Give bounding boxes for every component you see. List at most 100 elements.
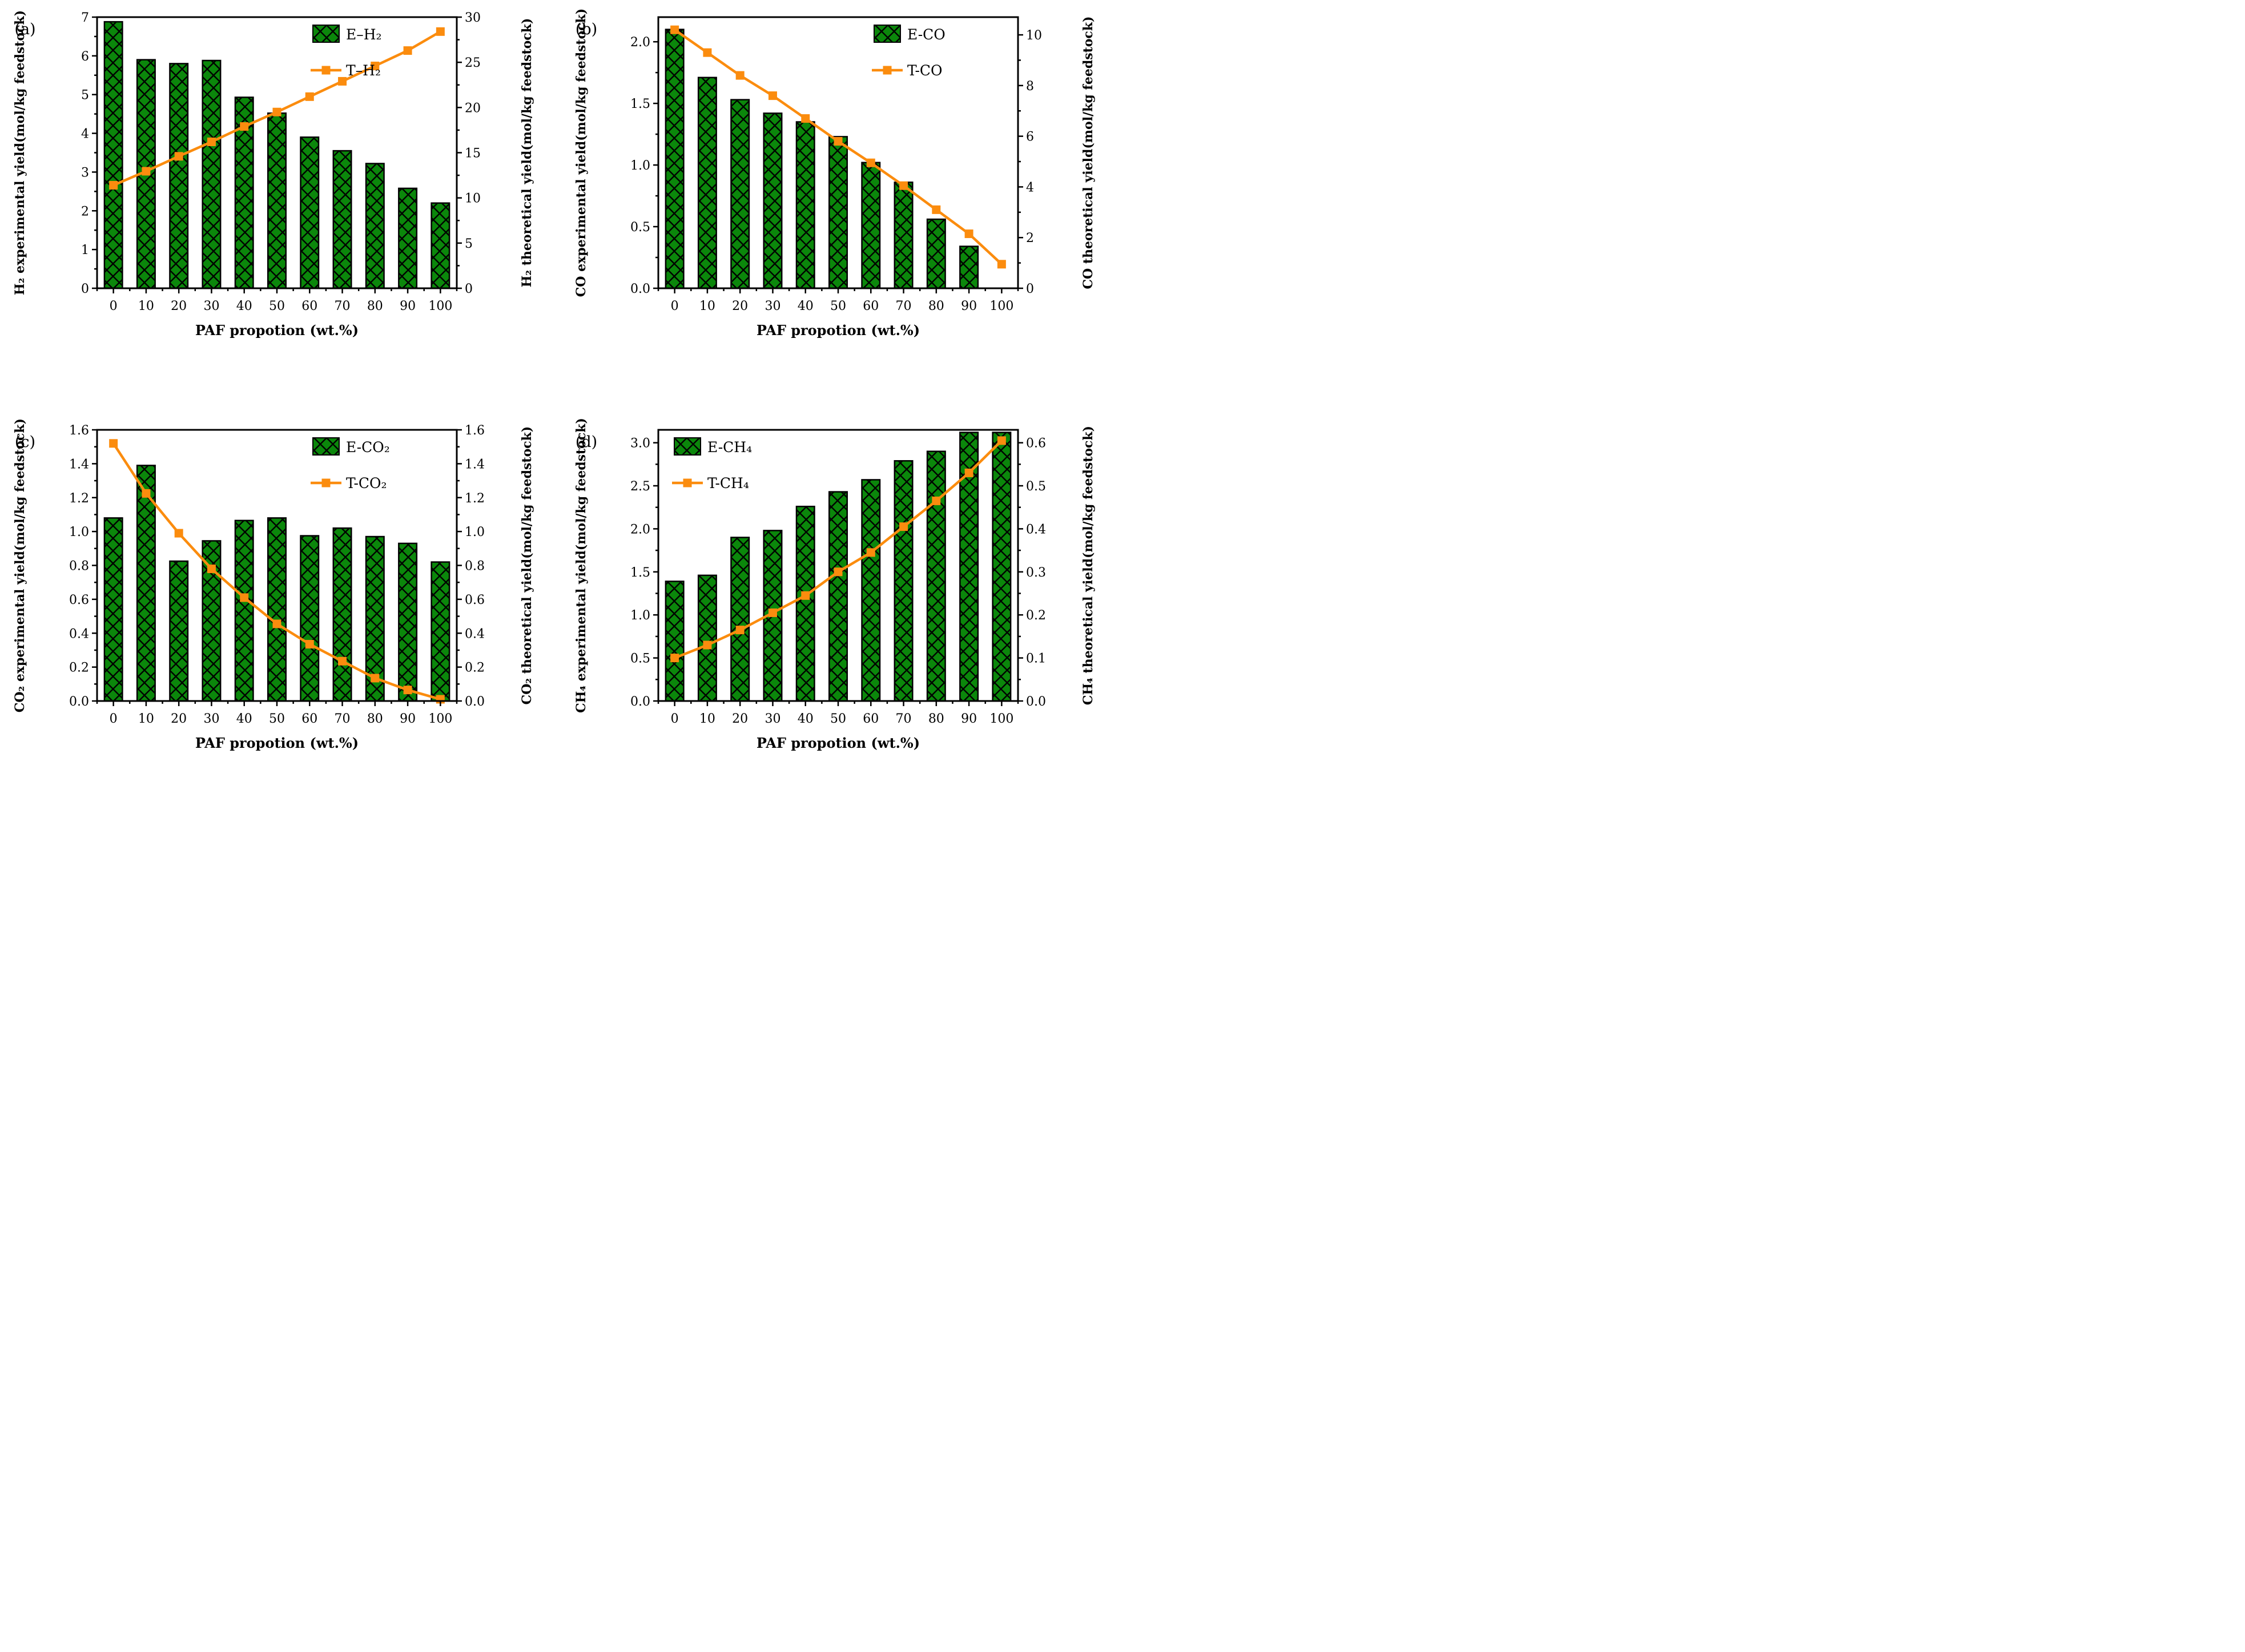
bar-a-60 bbox=[300, 136, 320, 289]
svg-text:90: 90 bbox=[400, 712, 416, 726]
svg-text:1.4: 1.4 bbox=[69, 457, 89, 472]
svg-text:6: 6 bbox=[81, 50, 89, 64]
svg-text:8: 8 bbox=[1026, 79, 1034, 94]
legend-label-line: T-CO₂ bbox=[346, 475, 387, 491]
marker-c-60 bbox=[305, 640, 314, 649]
svg-text:2.0: 2.0 bbox=[630, 522, 650, 537]
svg-text:1.0: 1.0 bbox=[465, 525, 485, 539]
marker-b-80 bbox=[932, 205, 941, 214]
marker-b-90 bbox=[964, 229, 973, 239]
bar-d-20 bbox=[730, 537, 750, 702]
marker-b-10 bbox=[703, 48, 712, 57]
svg-text:50: 50 bbox=[830, 299, 846, 313]
bar-d-0 bbox=[665, 581, 685, 702]
svg-text:6: 6 bbox=[1026, 130, 1034, 144]
bar-b-50 bbox=[828, 136, 848, 289]
svg-text:0.6: 0.6 bbox=[1026, 437, 1046, 451]
svg-text:0.8: 0.8 bbox=[465, 559, 485, 574]
bar-a-30 bbox=[202, 59, 222, 289]
bar-b-40 bbox=[795, 121, 815, 289]
marker-b-20 bbox=[735, 71, 745, 80]
svg-text:1.0: 1.0 bbox=[630, 159, 650, 173]
svg-text:70: 70 bbox=[896, 299, 912, 313]
svg-text:60: 60 bbox=[863, 712, 879, 726]
bar-a-70 bbox=[332, 150, 352, 289]
svg-text:1.0: 1.0 bbox=[69, 525, 89, 539]
bar-a-80 bbox=[365, 163, 385, 289]
svg-text:80: 80 bbox=[928, 712, 944, 726]
marker-a-60 bbox=[305, 92, 314, 101]
svg-text:0.5: 0.5 bbox=[630, 220, 650, 235]
svg-text:90: 90 bbox=[961, 712, 977, 726]
bar-b-30 bbox=[763, 112, 783, 289]
legend-marker-T-CH₄ bbox=[683, 478, 692, 487]
svg-text:5: 5 bbox=[81, 88, 89, 103]
svg-text:20: 20 bbox=[171, 299, 187, 313]
bar-d-50 bbox=[828, 491, 848, 702]
svg-text:0: 0 bbox=[110, 299, 118, 313]
svg-text:90: 90 bbox=[961, 299, 977, 313]
bar-d-80 bbox=[926, 450, 946, 702]
svg-text:CO₂ experimental yield(mol/kg: CO₂ experimental yield(mol/kg feedstock) bbox=[13, 418, 27, 712]
bar-c-40 bbox=[234, 519, 254, 702]
svg-text:1.2: 1.2 bbox=[69, 491, 89, 506]
svg-text:30: 30 bbox=[203, 299, 219, 313]
svg-text:60: 60 bbox=[301, 712, 317, 726]
marker-a-80 bbox=[371, 62, 380, 70]
marker-a-100 bbox=[436, 27, 445, 36]
bar-b-10 bbox=[697, 76, 717, 289]
svg-text:30: 30 bbox=[465, 11, 481, 25]
panel-a: 0 1 2 3 4 5 6 7 0 5 10 15 20 25 30 0 10 20 30 40 50 60 70 80 90 1… bbox=[0, 0, 561, 413]
marker-a-90 bbox=[403, 46, 412, 55]
svg-text:3: 3 bbox=[81, 166, 89, 180]
svg-text:0: 0 bbox=[81, 282, 89, 296]
svg-text:0.5: 0.5 bbox=[630, 652, 650, 666]
bar-c-90 bbox=[398, 542, 418, 702]
svg-text:PAF propotion (wt.%): PAF propotion (wt.%) bbox=[757, 735, 920, 751]
svg-text:1.0: 1.0 bbox=[630, 609, 650, 623]
svg-text:25: 25 bbox=[465, 56, 481, 70]
marker-a-10 bbox=[142, 167, 151, 176]
svg-text:30: 30 bbox=[765, 299, 780, 313]
marker-b-40 bbox=[801, 114, 810, 123]
svg-text:100: 100 bbox=[989, 712, 1013, 726]
marker-a-0 bbox=[109, 181, 118, 190]
svg-text:0.6: 0.6 bbox=[69, 593, 89, 607]
svg-text:0.0: 0.0 bbox=[630, 282, 650, 296]
svg-text:0.6: 0.6 bbox=[465, 593, 485, 607]
marker-c-90 bbox=[403, 686, 412, 695]
svg-text:PAF propotion (wt.%): PAF propotion (wt.%) bbox=[195, 735, 359, 751]
svg-text:1.4: 1.4 bbox=[465, 457, 485, 472]
svg-text:1.5: 1.5 bbox=[630, 566, 650, 580]
svg-text:0: 0 bbox=[465, 282, 473, 296]
legend-swatch-E-CH₄ bbox=[674, 437, 701, 456]
legend-label-bar: E–H₂ bbox=[346, 26, 382, 43]
svg-text:30: 30 bbox=[765, 712, 780, 726]
svg-text:0: 0 bbox=[671, 299, 679, 313]
svg-text:CO theoretical yield(mol/kg fe: CO theoretical yield(mol/kg feedstock) bbox=[1081, 17, 1096, 289]
svg-text:80: 80 bbox=[367, 299, 383, 313]
bar-d-60 bbox=[861, 479, 881, 702]
legend-label-bar: E-CO bbox=[907, 26, 946, 43]
marker-c-40 bbox=[240, 593, 249, 602]
marker-b-60 bbox=[866, 158, 875, 167]
svg-text:CH₄ experimental yield(mol/kg: CH₄ experimental yield(mol/kg feedstock) bbox=[574, 418, 589, 713]
svg-text:60: 60 bbox=[301, 299, 317, 313]
svg-text:70: 70 bbox=[896, 712, 912, 726]
marker-d-0 bbox=[670, 654, 679, 663]
marker-b-100 bbox=[997, 260, 1006, 269]
svg-text:1.5: 1.5 bbox=[630, 97, 650, 111]
svg-text:20: 20 bbox=[732, 712, 748, 726]
bar-b-60 bbox=[861, 162, 881, 289]
svg-text:10: 10 bbox=[138, 299, 154, 313]
svg-text:40: 40 bbox=[798, 299, 814, 313]
svg-text:CO experimental yield(mol/kg f: CO experimental yield(mol/kg feedstock) bbox=[574, 9, 589, 297]
legend-label-line: T–H₂ bbox=[346, 62, 381, 79]
legend-label-bar: E-CO₂ bbox=[346, 439, 390, 456]
svg-text:0: 0 bbox=[671, 712, 679, 726]
bar-a-20 bbox=[169, 63, 189, 289]
marker-d-30 bbox=[768, 608, 777, 617]
svg-text:H₂ theoretical yield(mol/kg fe: H₂ theoretical yield(mol/kg feedstock) bbox=[520, 18, 534, 288]
